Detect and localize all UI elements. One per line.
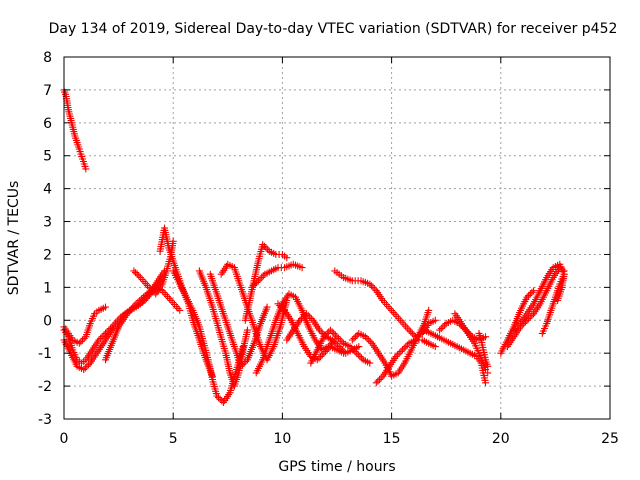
chart-title: Day 134 of 2019, Sidereal Day-to-day VTE… [49, 21, 618, 37]
series-arc26 [503, 264, 568, 351]
series-arc25 [497, 287, 538, 357]
marker-trace [307, 326, 374, 367]
x-tick-label: 15 [383, 431, 401, 447]
series-arc16 [283, 310, 363, 357]
y-tick-label: -3 [38, 412, 52, 428]
x-tick-label: 10 [273, 431, 291, 447]
series-arc17 [307, 326, 374, 367]
series-arc28 [538, 270, 568, 337]
plot-frame [63, 56, 611, 420]
series-arc10 [206, 270, 271, 370]
marker-trace [475, 329, 492, 370]
marker-trace [503, 264, 568, 351]
marker-trace [274, 300, 348, 364]
x-tick-label: 5 [169, 431, 178, 447]
data-points [60, 86, 568, 406]
series-arc20 [372, 336, 439, 387]
marker-trace [60, 86, 90, 173]
axis-ticks: 0 5 10 15 20 25 -3 -2 -1 0 1 2 3 4 5 6 7 8 [38, 50, 619, 447]
marker-trace [283, 310, 363, 357]
x-tick-label: 20 [492, 431, 510, 447]
marker-trace [348, 306, 433, 380]
marker-trace [538, 270, 568, 337]
marker-trace [248, 260, 306, 291]
x-tick-label: 0 [60, 431, 69, 447]
y-tick-label: -2 [38, 379, 52, 395]
marker-trace [451, 310, 492, 377]
y-tick-label: 1 [43, 280, 52, 296]
series-arc19 [348, 306, 433, 380]
marker-trace [372, 336, 439, 387]
marker-trace [195, 267, 251, 390]
marker-trace [497, 287, 538, 357]
y-tick-label: -1 [38, 346, 52, 362]
y-tick-label: 4 [43, 182, 52, 198]
series-arc1 [60, 86, 90, 173]
series-arc9 [195, 267, 251, 390]
grid-lines [64, 57, 610, 419]
series-arc8 [169, 267, 247, 406]
y-tick-label: 3 [43, 215, 52, 231]
y-axis-label: SDTVAR / TECUs [6, 181, 22, 296]
series-arc24 [475, 329, 492, 370]
y-tick-label: 5 [43, 149, 52, 165]
y-tick-label: 8 [43, 50, 52, 66]
y-tick-label: 2 [43, 247, 52, 263]
y-tick-label: 0 [43, 313, 52, 329]
series-arc15 [274, 300, 348, 364]
marker-trace [169, 267, 247, 406]
marker-trace [206, 270, 271, 370]
x-tick-label: 25 [601, 431, 619, 447]
series-arc2 [60, 267, 168, 367]
y-tick-label: 6 [43, 116, 52, 132]
marker-trace [60, 267, 168, 367]
series-arc13 [248, 260, 306, 291]
x-axis-label: GPS time / hours [278, 459, 395, 475]
y-tick-label: 7 [43, 83, 52, 99]
series-arc23 [451, 310, 492, 377]
